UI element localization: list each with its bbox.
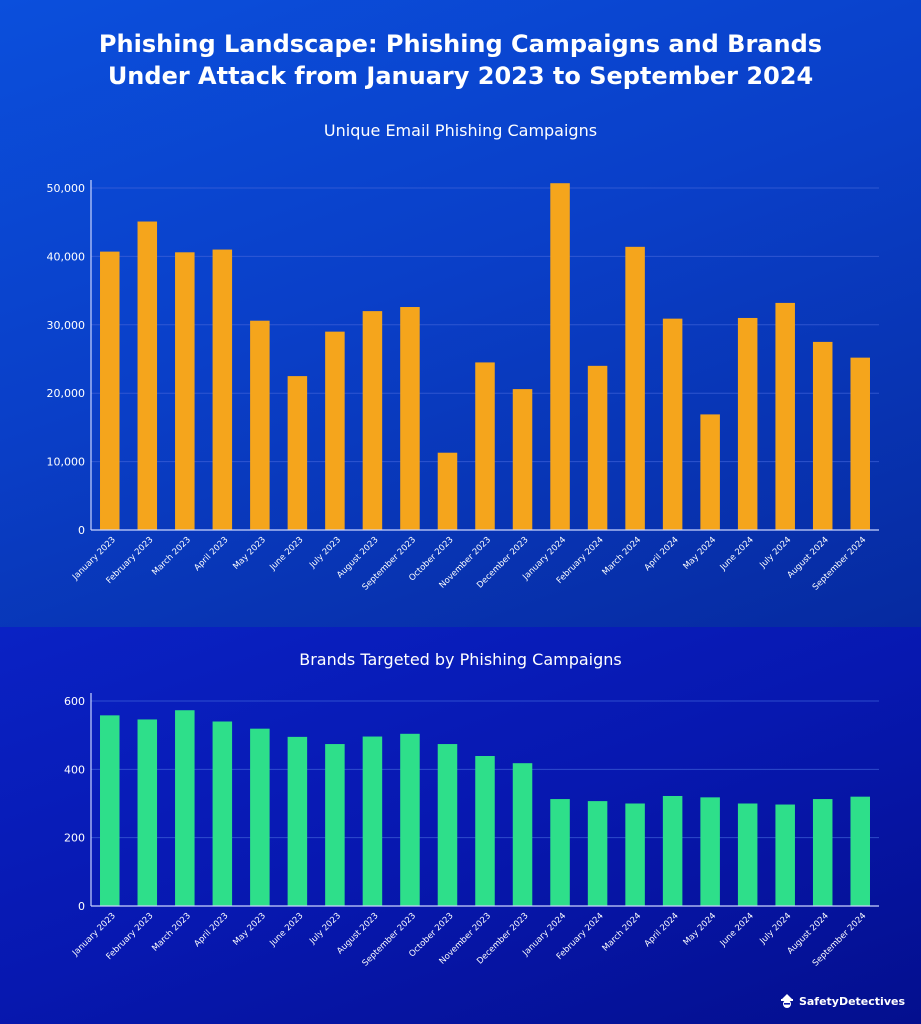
x-tick-label: March 2024 [601,911,644,954]
bar [287,736,308,906]
x-tick-label: July 2024 [758,911,794,947]
page-title: Phishing Landscape: Phishing Campaigns a… [0,28,921,92]
bar [737,317,758,530]
bar [212,249,233,530]
bar [400,733,420,906]
bar [437,744,458,906]
bar [100,715,120,906]
bar [625,246,645,530]
bar [850,796,870,906]
y-tick-label: 30,000 [47,319,86,332]
bar [175,252,195,530]
bar [137,221,158,531]
bar [700,797,720,906]
bar [362,736,383,906]
bar [100,251,120,530]
bar [550,183,570,530]
y-tick-label: 50,000 [47,182,86,195]
y-tick-label: 400 [64,763,85,776]
y-tick-label: 200 [64,832,85,845]
bar [475,362,495,530]
bar [662,318,683,530]
bar [700,414,720,530]
bar [737,803,758,906]
bar [175,710,195,906]
y-tick-label: 20,000 [47,387,86,400]
bar [137,719,158,906]
page-title-line-2: Under Attack from January 2023 to Septem… [107,62,814,90]
bar [812,341,833,530]
bar [587,365,608,530]
bar [850,357,870,530]
page-title-line-1: Phishing Landscape: Phishing Campaigns a… [98,30,823,58]
x-tick-label: June 2024 [718,911,756,949]
bar [250,728,270,906]
bar [625,803,645,906]
bar [400,307,420,530]
x-tick-label: May 2023 [231,911,268,948]
bar [775,804,795,906]
y-tick-label: 600 [64,695,85,708]
chart-2-title: Brands Targeted by Phishing Campaigns [299,650,622,669]
bar [250,320,270,530]
bar [287,376,308,530]
x-tick-label: May 2024 [682,911,719,948]
bar [475,756,495,906]
bar [325,744,345,906]
brand-logo: SafetyDetectives [780,993,905,1009]
x-tick-label: April 2023 [192,911,230,949]
bar [775,302,795,530]
bar [325,331,345,530]
brand-name: SafetyDetectives [798,994,905,1008]
x-tick-label: March 2023 [150,911,193,954]
bar [512,389,533,530]
y-tick-label: 40,000 [47,250,86,263]
bar [362,311,383,530]
x-tick-label: June 2023 [267,911,305,949]
chart-1-title: Unique Email Phishing Campaigns [323,121,598,140]
bar [662,795,683,906]
bar [812,799,833,906]
x-tick-label: April 2024 [643,911,681,949]
bar [512,763,533,906]
bar [437,452,458,530]
detective-icon [780,994,793,1008]
x-tick-label: July 2023 [307,911,343,947]
y-tick-label: 0 [78,524,85,537]
y-tick-label: 10,000 [47,456,86,469]
bar [587,801,608,906]
bar [550,799,570,906]
y-tick-label: 0 [78,900,85,913]
bar [212,721,233,906]
